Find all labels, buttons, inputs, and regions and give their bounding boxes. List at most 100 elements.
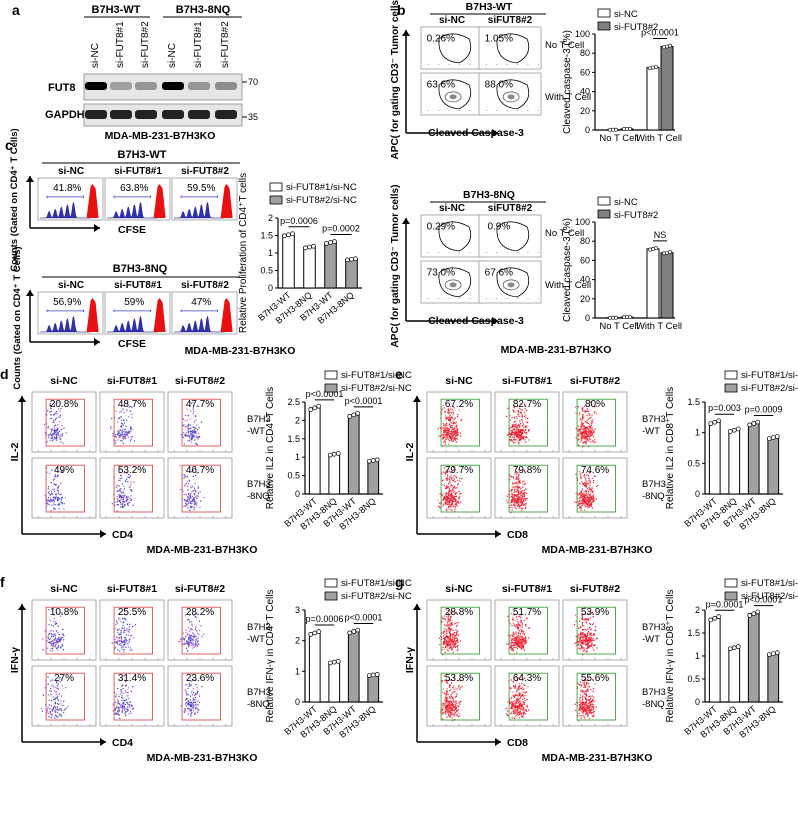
flow-event — [196, 613, 198, 615]
flow-event — [49, 473, 51, 475]
flow-event — [452, 406, 455, 408]
flow-event — [52, 707, 55, 709]
b-nq-y-arrow-icon — [402, 218, 410, 224]
flow-event — [187, 440, 189, 442]
flow-event — [517, 639, 519, 641]
flow-event — [514, 636, 516, 638]
flow-event — [454, 493, 457, 496]
data-point — [307, 244, 312, 250]
flow-event — [190, 402, 192, 404]
flow-event — [514, 487, 516, 489]
flow-event — [516, 481, 518, 483]
flow-event — [522, 492, 525, 494]
flow-event — [514, 694, 517, 696]
flow-event — [187, 498, 189, 501]
flow-event — [50, 404, 52, 406]
data-point — [654, 246, 658, 251]
flow-event — [587, 434, 590, 436]
flow-event — [194, 680, 197, 682]
flow-event — [590, 503, 593, 505]
flow-event — [517, 642, 519, 644]
flow-event — [588, 434, 590, 437]
flow-event — [512, 476, 514, 478]
flow-event — [190, 715, 192, 717]
flow-event — [57, 683, 59, 685]
flow-event — [578, 438, 580, 440]
flow-event — [514, 442, 516, 444]
flow-event — [590, 430, 593, 432]
flow-event — [512, 441, 515, 443]
flow-event — [512, 685, 515, 687]
bar-y-tick-label: 20 — [580, 294, 590, 304]
flow-event — [448, 635, 450, 638]
flow-event — [53, 502, 55, 504]
flow-event — [595, 498, 597, 500]
axis-dot: · — [469, 248, 472, 257]
flow-event — [519, 432, 521, 434]
flow-event — [447, 483, 450, 485]
flow-event — [50, 641, 52, 643]
data-point — [668, 250, 672, 254]
flow-event — [511, 506, 513, 508]
flow-event — [197, 487, 199, 489]
bar-y-tick-label: 40 — [580, 87, 590, 97]
flow-event — [184, 485, 186, 487]
flow-event — [195, 503, 197, 505]
flow-event — [522, 483, 524, 485]
flow-event — [590, 489, 593, 491]
flow-event — [512, 694, 514, 696]
flow-event — [187, 700, 189, 702]
flow-event — [116, 485, 118, 487]
flow-event — [590, 628, 592, 630]
bar-chart: 00.511.52B7H3-WTB7H3-8NQB7H3-WTB7H3-8NQp… — [238, 173, 362, 333]
flow-event — [450, 703, 453, 705]
flow-event — [60, 636, 62, 638]
flow-event — [586, 499, 588, 501]
flow-event — [585, 502, 587, 504]
blot-band — [162, 82, 184, 90]
flow-event — [586, 438, 588, 440]
flow-event — [114, 646, 116, 649]
flow-event — [593, 649, 595, 651]
flow-event — [583, 500, 585, 502]
flow-event — [455, 631, 458, 633]
flow-event — [193, 411, 195, 413]
flow-event — [42, 694, 45, 696]
flow-event — [448, 417, 450, 419]
flow-event — [202, 633, 205, 635]
flow-event — [49, 407, 51, 409]
flow-event — [454, 718, 456, 721]
flow-event — [447, 650, 449, 652]
flow-event — [446, 691, 448, 694]
flow-event — [584, 410, 586, 412]
flow-event — [187, 642, 189, 644]
flow-event — [192, 707, 194, 710]
flow-event — [580, 509, 582, 511]
flow-event — [513, 438, 515, 441]
flow-event — [583, 638, 585, 641]
flow-event — [182, 637, 184, 639]
flow-event — [120, 475, 123, 477]
flow-event — [455, 695, 458, 697]
flow-event — [444, 680, 446, 682]
flow-event — [524, 439, 526, 441]
flow-event — [130, 712, 132, 714]
flow-event — [56, 433, 58, 435]
flow-event — [581, 617, 584, 619]
flow-event — [514, 706, 516, 708]
flow-event — [519, 431, 521, 433]
flow-event — [451, 436, 453, 438]
flow-event — [52, 686, 55, 688]
flow-event — [186, 684, 188, 686]
flow-event — [588, 426, 590, 428]
flow-event — [448, 640, 450, 643]
axis-dot: · — [448, 106, 451, 115]
flow-event — [586, 503, 588, 505]
flow-event — [525, 433, 528, 435]
flow-event — [455, 706, 457, 708]
flow-event — [518, 703, 521, 705]
flow-event — [445, 695, 447, 697]
axis-dot: · — [427, 248, 430, 257]
flow-event — [588, 431, 590, 434]
flow-event — [511, 625, 513, 627]
